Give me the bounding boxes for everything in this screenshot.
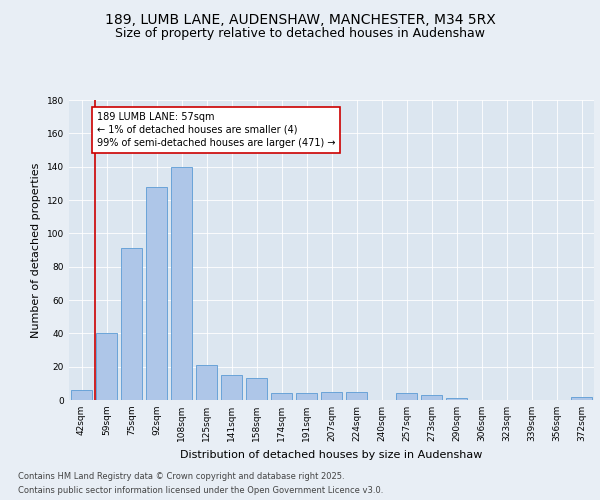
X-axis label: Distribution of detached houses by size in Audenshaw: Distribution of detached houses by size … xyxy=(181,450,482,460)
Text: Size of property relative to detached houses in Audenshaw: Size of property relative to detached ho… xyxy=(115,28,485,40)
Bar xyxy=(221,375,242,400)
Bar xyxy=(96,334,117,400)
Bar xyxy=(446,398,467,400)
Bar xyxy=(121,248,142,400)
Bar xyxy=(421,395,442,400)
Bar xyxy=(296,394,317,400)
Bar xyxy=(146,186,167,400)
Bar xyxy=(246,378,267,400)
Y-axis label: Number of detached properties: Number of detached properties xyxy=(31,162,41,338)
Bar xyxy=(171,166,192,400)
Text: 189, LUMB LANE, AUDENSHAW, MANCHESTER, M34 5RX: 189, LUMB LANE, AUDENSHAW, MANCHESTER, M… xyxy=(104,12,496,26)
Bar xyxy=(271,394,292,400)
Text: 189 LUMB LANE: 57sqm
← 1% of detached houses are smaller (4)
99% of semi-detache: 189 LUMB LANE: 57sqm ← 1% of detached ho… xyxy=(97,112,335,148)
Bar xyxy=(346,392,367,400)
Bar xyxy=(71,390,92,400)
Text: Contains HM Land Registry data © Crown copyright and database right 2025.: Contains HM Land Registry data © Crown c… xyxy=(18,472,344,481)
Bar xyxy=(396,394,417,400)
Text: Contains public sector information licensed under the Open Government Licence v3: Contains public sector information licen… xyxy=(18,486,383,495)
Bar xyxy=(321,392,342,400)
Bar xyxy=(571,396,592,400)
Bar xyxy=(196,365,217,400)
